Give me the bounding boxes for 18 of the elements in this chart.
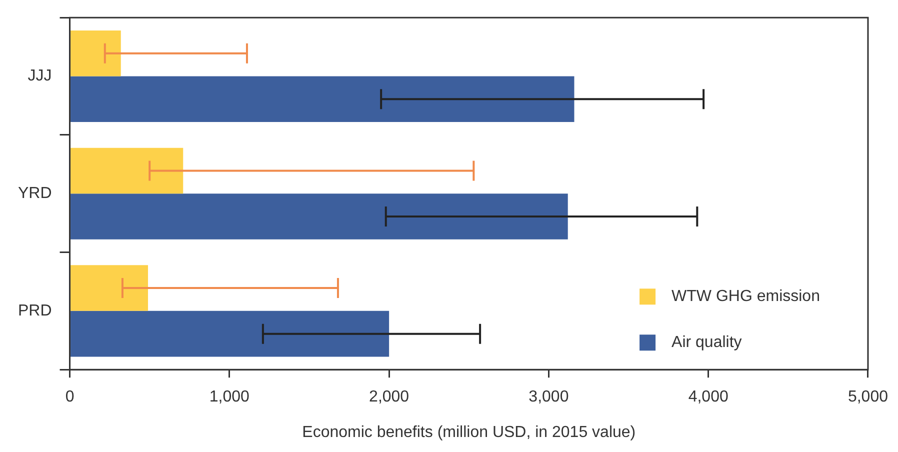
x-tick-label: 5,000 [848, 388, 888, 406]
bar [70, 148, 184, 194]
bar [70, 76, 574, 122]
y-tick-label: PRD [18, 302, 52, 320]
bar [70, 194, 568, 240]
bar [70, 265, 148, 311]
x-tick-label: 2,000 [369, 388, 410, 406]
y-tick-label: JJJ [28, 68, 52, 85]
y-tick-label: YRD [18, 185, 52, 202]
x-tick-label: 0 [65, 388, 74, 406]
x-tick-label: 4,000 [688, 388, 728, 406]
bar [70, 30, 121, 76]
x-tick-label: 1,000 [209, 388, 250, 406]
legend-label: Air quality [672, 334, 742, 352]
bar [70, 310, 390, 357]
x-tick-label: 3,000 [528, 388, 569, 406]
legend-label: WTW GHG emission [672, 288, 820, 306]
x-axis-title: Economic benefits (million USD, in 2015 value) [302, 424, 636, 441]
